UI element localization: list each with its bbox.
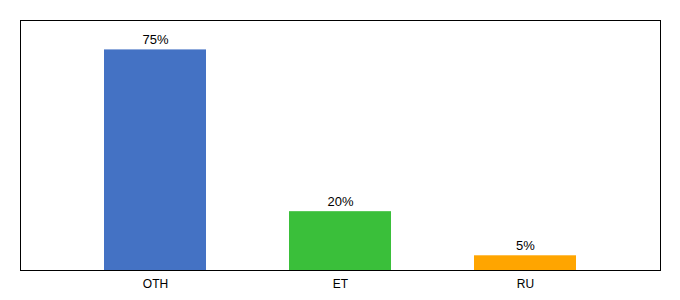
svg-text:20%: 20% xyxy=(327,194,353,209)
svg-text:ET: ET xyxy=(333,277,349,291)
svg-text:OTH: OTH xyxy=(143,277,168,291)
svg-text:5%: 5% xyxy=(516,238,535,253)
svg-text:RU: RU xyxy=(517,277,534,291)
svg-text:75%: 75% xyxy=(142,32,168,47)
